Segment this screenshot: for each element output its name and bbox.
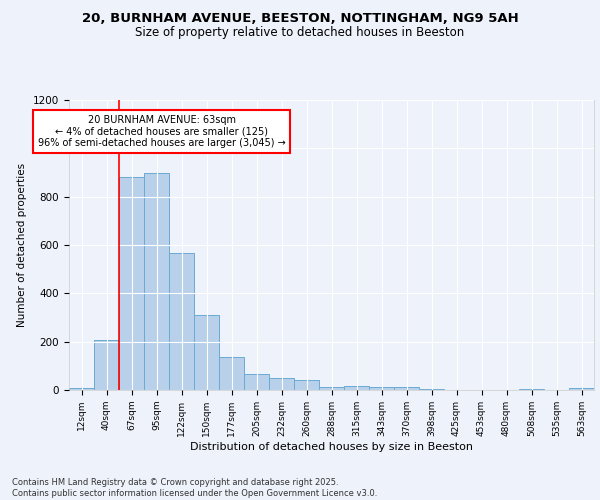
X-axis label: Distribution of detached houses by size in Beeston: Distribution of detached houses by size … (190, 442, 473, 452)
Bar (194, 315, 219, 390)
Y-axis label: Number of detached properties: Number of detached properties (17, 163, 28, 327)
Bar (394, 387, 419, 390)
Text: 20, BURNHAM AVENUE, BEESTON, NOTTINGHAM, NG9 5AH: 20, BURNHAM AVENUE, BEESTON, NOTTINGHAM,… (82, 12, 518, 26)
Bar (119, 178, 144, 390)
Bar (344, 386, 369, 390)
Text: Contains HM Land Registry data © Crown copyright and database right 2025.
Contai: Contains HM Land Registry data © Crown c… (12, 478, 377, 498)
Bar (169, 254, 194, 390)
Bar (269, 378, 294, 390)
Bar (219, 358, 244, 390)
Bar (144, 172, 169, 390)
Bar (69, 388, 94, 390)
Bar (294, 380, 319, 390)
Bar (569, 388, 594, 390)
Bar (369, 386, 394, 390)
Text: Size of property relative to detached houses in Beeston: Size of property relative to detached ho… (136, 26, 464, 39)
Bar (94, 340, 119, 390)
Bar (419, 389, 444, 390)
Bar (519, 389, 544, 390)
Bar (319, 387, 344, 390)
Bar (244, 374, 269, 390)
Text: 20 BURNHAM AVENUE: 63sqm
← 4% of detached houses are smaller (125)
96% of semi-d: 20 BURNHAM AVENUE: 63sqm ← 4% of detache… (38, 114, 286, 148)
